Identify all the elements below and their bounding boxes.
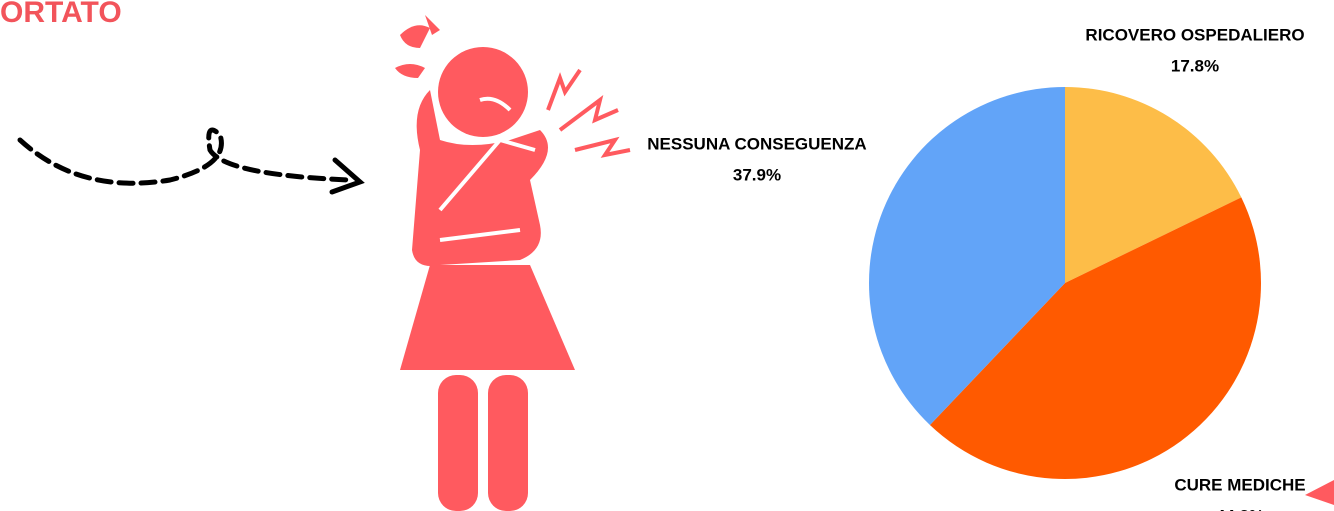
infographic: ORTATO RICOVERO OSPEDALIERO 17.8% CURE MED… <box>0 0 1334 511</box>
slice-label: CURE MEDICHE <box>1174 475 1305 494</box>
slice-value-label: 44.3% <box>1216 506 1264 511</box>
slice-label: NESSUNA CONSEGUENZA <box>647 134 866 153</box>
slice-label: RICOVERO OSPEDALIERO <box>1085 25 1304 44</box>
dashed-arrow <box>20 130 360 192</box>
decor-triangle <box>1305 480 1334 505</box>
slice-value-label: 37.9% <box>733 165 781 184</box>
slice-value-label: 17.8% <box>1171 56 1219 75</box>
title: ORTATO <box>0 0 122 29</box>
woman-figure <box>395 15 630 511</box>
